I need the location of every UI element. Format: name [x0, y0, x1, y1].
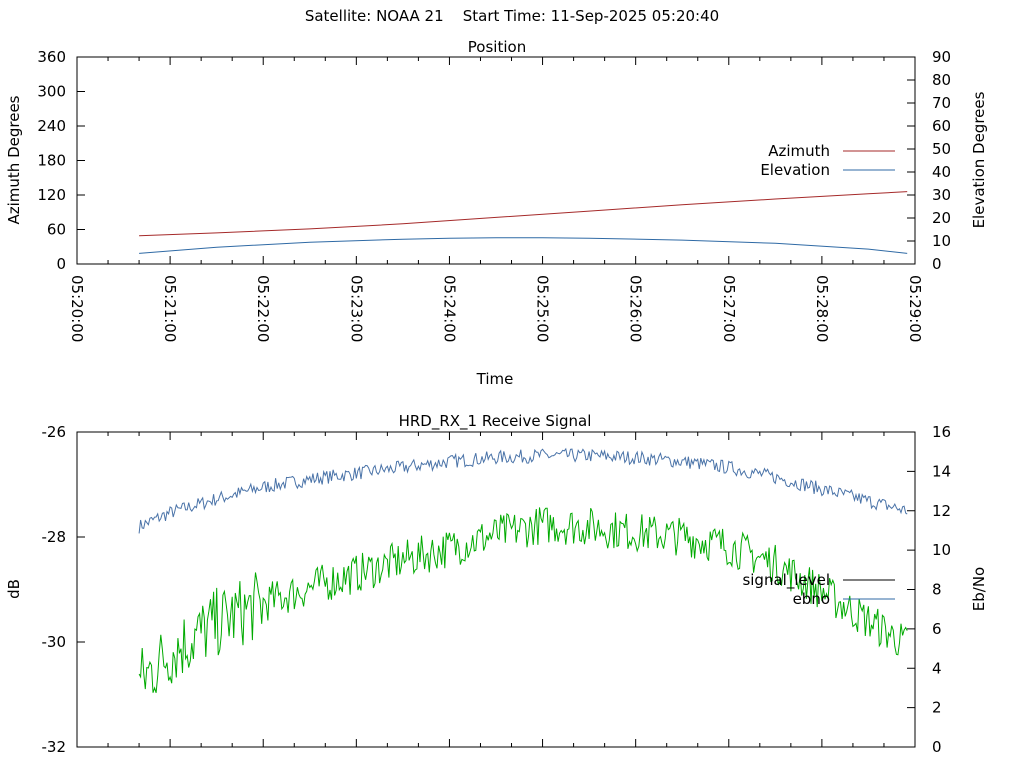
- position-ylabel-right: Elevation Degrees: [970, 91, 988, 228]
- position-left-tick-label: 240: [37, 117, 66, 135]
- signal-right-tick-label: 16: [932, 423, 951, 441]
- signal-title: HRD_RX_1 Receive Signal: [399, 412, 592, 431]
- position-x-tick-label: 05:20:00: [68, 275, 86, 342]
- position-right-tick-label: 30: [932, 186, 951, 204]
- legend-label-azimuth: Azimuth: [768, 142, 830, 160]
- position-right-tick-label: 40: [932, 163, 951, 181]
- position-right-tick-label: 0: [932, 255, 942, 273]
- position-title: Position: [468, 38, 526, 56]
- signal-right-tick-label: 4: [932, 659, 942, 677]
- legend-label-ebno: ebno: [793, 590, 830, 608]
- signal-right-tick-label: 8: [932, 581, 942, 599]
- signal-ylabel-right: Eb/No: [970, 567, 988, 611]
- position-x-tick-label: 05:29:00: [906, 275, 924, 342]
- position-x-tick-label: 05:23:00: [347, 275, 365, 342]
- position-x-tick-labels: 05:20:00 05:21:00 05:22:00 05:23:00 05:24:00…: [68, 275, 924, 342]
- position-x-tick-label: 05:27:00: [720, 275, 738, 342]
- position-series: [139, 191, 908, 254]
- position-ticks: [76, 56, 916, 265]
- signal-panel: HRD_RX_1 Receive Signal -32 -30 -28 -26 0 2 4…: [5, 412, 988, 756]
- signal-right-tick-label: 0: [932, 738, 942, 756]
- signal-left-tick-label: -32: [42, 738, 67, 756]
- chart-header: Satellite: NOAA 21 Start Time: 11-Sep-20…: [0, 7, 1024, 25]
- signal-ticks: [76, 431, 916, 748]
- position-xlabel: Time: [476, 370, 514, 388]
- position-panel: Position 0 60 120 180 240 300 360 0 10 20 30 40 50 6…: [5, 38, 988, 388]
- signal-plot-frame: [76, 431, 916, 748]
- position-right-tick-label: 60: [932, 117, 951, 135]
- position-left-tick-label: 0: [56, 255, 66, 273]
- position-left-tick-label: 120: [37, 186, 66, 204]
- signal-left-tick-labels: -32 -30 -28 -26: [42, 423, 67, 756]
- series-line-azimuth: [139, 191, 908, 237]
- position-right-tick-label: 80: [932, 71, 951, 89]
- signal-right-tick-labels: 0 2 4 6 8 10 12 14 16: [932, 423, 951, 756]
- signal-ylabel-left: dB: [5, 579, 23, 599]
- signal-right-tick-label: 12: [932, 502, 951, 520]
- position-left-tick-labels: 0 60 120 180 240 300 360: [37, 48, 66, 273]
- position-left-tick-label: 300: [37, 83, 66, 101]
- position-left-tick-label: 60: [47, 221, 66, 239]
- position-right-tick-label: 50: [932, 140, 951, 158]
- satellite-label: Satellite: NOAA 21: [304, 7, 444, 25]
- start-time-label: Start Time: 11-Sep-2025 05:20:40: [462, 7, 720, 25]
- series-line-ebno: [138, 447, 908, 534]
- position-right-tick-label: 10: [932, 232, 951, 250]
- signal-legend: signal_level ebno: [742, 571, 895, 608]
- position-left-tick-label: 360: [37, 48, 66, 66]
- signal-left-tick-label: -30: [42, 633, 67, 651]
- position-ylabel-left: Azimuth Degrees: [5, 95, 23, 224]
- signal-right-tick-label: 10: [932, 541, 951, 559]
- signal-right-tick-label: 6: [932, 620, 942, 638]
- signal-left-tick-label: -28: [42, 528, 67, 546]
- position-right-tick-labels: 0 10 20 30 40 50 60 70 80 90: [932, 48, 951, 273]
- signal-right-tick-label: 2: [932, 699, 942, 717]
- position-x-tick-label: 05:28:00: [813, 275, 831, 342]
- signal-left-tick-label: -26: [42, 423, 67, 441]
- legend-label-elevation: Elevation: [760, 161, 830, 179]
- signal-right-tick-label: 14: [932, 462, 951, 480]
- position-left-tick-label: 180: [37, 152, 66, 170]
- position-x-tick-label: 05:21:00: [161, 275, 179, 342]
- position-x-tick-label: 05:24:00: [440, 275, 458, 342]
- position-x-tick-label: 05:26:00: [627, 275, 645, 342]
- position-x-tick-label: 05:22:00: [254, 275, 272, 342]
- position-legend: Azimuth Elevation: [760, 142, 895, 179]
- series-line-elevation: [139, 237, 908, 254]
- legend-label-signal-level: signal_level: [742, 571, 830, 590]
- position-x-tick-label: 05:25:00: [534, 275, 552, 342]
- signal-series: [138, 447, 908, 693]
- position-right-tick-label: 20: [932, 209, 951, 227]
- position-right-tick-label: 70: [932, 94, 951, 112]
- series-line-signal-trace: [138, 507, 908, 693]
- position-right-tick-label: 90: [932, 48, 951, 66]
